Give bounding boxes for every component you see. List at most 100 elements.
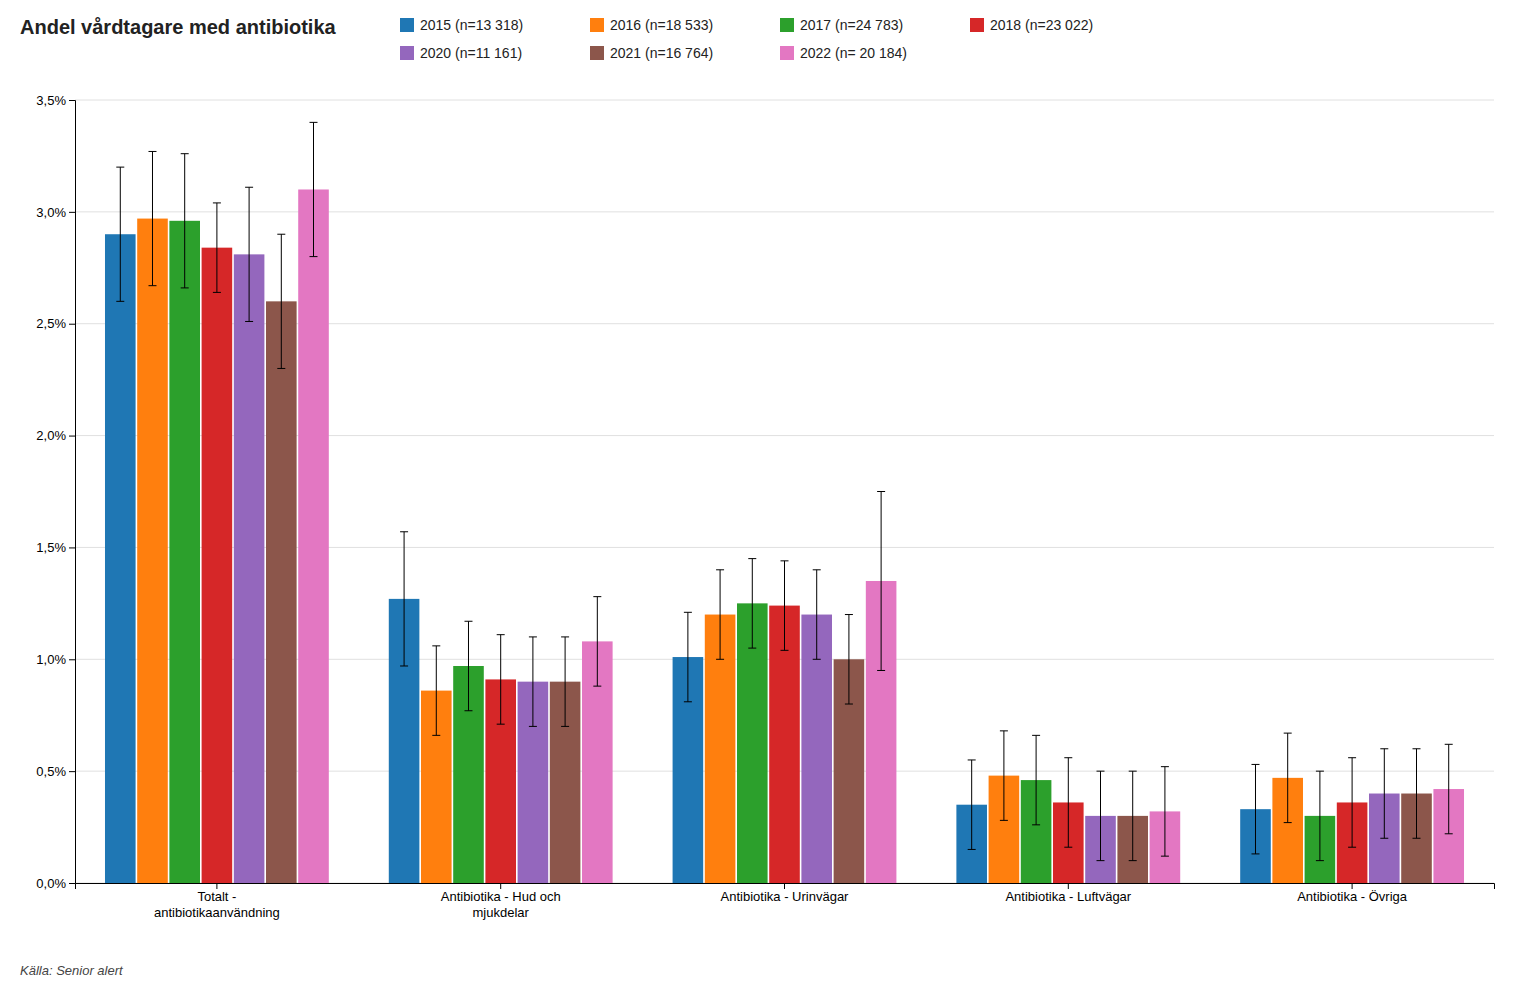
tick-mark (69, 212, 75, 213)
error-bar (877, 492, 885, 671)
error-bar (245, 187, 253, 321)
error-bar (310, 122, 318, 256)
error-bar (148, 151, 156, 285)
grid-line (75, 100, 1494, 101)
tick-mark (69, 771, 75, 772)
error-bar (1348, 758, 1356, 847)
error-bar (845, 615, 853, 704)
tick-mark (69, 324, 75, 325)
tick-label: Antibiotika - Luftvägar (1005, 889, 1131, 904)
axis-line (76, 884, 1495, 890)
legend-item: 2020 (n=11 161) (400, 45, 522, 61)
error-bar (716, 570, 724, 659)
tick: Antibiotika - Hud ochmjukdelar (441, 883, 561, 920)
error-bars (116, 167, 1259, 854)
tick-label: 2,5% (36, 316, 66, 331)
error-bar (561, 637, 569, 726)
tick-mark (1352, 883, 1353, 889)
tick-mark (69, 659, 75, 660)
tick: 0,0% (36, 876, 75, 891)
series (298, 189, 1464, 883)
error-bar (1284, 733, 1292, 822)
tick: Totalt -antibiotikaanvändning (154, 883, 280, 920)
legend-label: 2018 (n=23 022) (990, 17, 1093, 33)
error-bars (181, 154, 1324, 861)
tick-label: Antibiotika - Övriga (1297, 889, 1408, 904)
legend-label: 2020 (n=11 161) (420, 45, 522, 61)
error-bar (213, 203, 221, 292)
x-axis: Totalt -antibiotikaanvändning Antibiotika… (76, 883, 1495, 920)
bar (105, 234, 136, 883)
error-bar (1032, 735, 1040, 824)
error-bar (529, 637, 537, 726)
error-bar (813, 570, 821, 659)
error-bar (277, 234, 285, 368)
bar (266, 301, 297, 883)
legend-item: 2015 (n=13 318) (400, 17, 523, 33)
tick: 1,0% (36, 652, 75, 667)
error-bars (148, 151, 1291, 822)
chart: Andel vårdtagare med antibiotika2015 (n=… (0, 0, 1524, 993)
error-bar (1129, 771, 1137, 860)
series (169, 221, 1335, 883)
error-bars (277, 234, 1420, 860)
error-bar (181, 154, 189, 288)
tick-mark (69, 547, 75, 548)
legend-swatch (400, 46, 414, 60)
error-bar (400, 532, 408, 666)
error-bar (1000, 731, 1008, 820)
tick-mark (69, 436, 75, 437)
error-bar (497, 635, 505, 724)
error-bar (748, 559, 756, 648)
legend-label: 2022 (n= 20 184) (800, 45, 907, 61)
plot: 0,0% 0,5% 1,0% 1,5% 2,0% 2,5% 3,0% 3,5% Totalt -… (36, 93, 1494, 920)
tick-mark (216, 883, 217, 889)
error-bar (684, 612, 692, 701)
legend-swatch (590, 18, 604, 32)
error-bar (781, 561, 789, 650)
bar (234, 254, 265, 883)
error-bars (245, 187, 1388, 860)
tick: 3,5% (36, 93, 75, 108)
legend-item: 2021 (n=16 764) (590, 45, 713, 61)
error-bar (1064, 758, 1072, 847)
tick-label: 0,5% (36, 764, 66, 779)
bar (169, 221, 200, 883)
error-bars (310, 122, 1453, 856)
legend-item: 2018 (n=23 022) (970, 17, 1093, 33)
bar (202, 248, 233, 883)
y-axis: 0,0% 0,5% 1,0% 1,5% 2,0% 2,5% 3,0% 3,5% (36, 93, 75, 891)
tick: 0,5% (36, 764, 75, 779)
tick-label: 1,0% (36, 652, 66, 667)
error-bar (464, 621, 472, 710)
bar (137, 219, 168, 883)
error-bar (1445, 744, 1453, 833)
legend-label: 2017 (n=24 783) (800, 17, 903, 33)
legend: 2015 (n=13 318) 2016 (n=18 533) 2017 (n=24… (400, 17, 1093, 61)
series (234, 254, 1400, 883)
tick: Antibiotika - Luftvägar (1005, 883, 1131, 904)
legend-label: 2021 (n=16 764) (610, 45, 713, 61)
error-bar (968, 760, 976, 849)
annotation: Källa: Senior alert (20, 963, 124, 978)
series (202, 248, 1368, 883)
tick-mark (784, 883, 785, 889)
error-bar (1097, 771, 1105, 860)
tick: 1,5% (36, 540, 75, 555)
error-bar (432, 646, 440, 735)
tick: 2,0% (36, 428, 75, 443)
legend-label: 2015 (n=13 318) (420, 17, 523, 33)
legend-item: 2017 (n=24 783) (780, 17, 903, 33)
legend-item: 2016 (n=18 533) (590, 17, 713, 33)
tick: Antibiotika - Urinvägar (721, 883, 850, 904)
tick-label: 3,0% (36, 205, 66, 220)
tick-label: 0,0% (36, 876, 66, 891)
error-bar (1251, 764, 1259, 853)
tick-label: 1,5% (36, 540, 66, 555)
legend-swatch (780, 18, 794, 32)
legend-label: 2016 (n=18 533) (610, 17, 713, 33)
error-bars (213, 203, 1356, 847)
legend-swatch (970, 18, 984, 32)
tick: Antibiotika - Övriga (1297, 883, 1408, 904)
legend-item: 2022 (n= 20 184) (780, 45, 907, 61)
